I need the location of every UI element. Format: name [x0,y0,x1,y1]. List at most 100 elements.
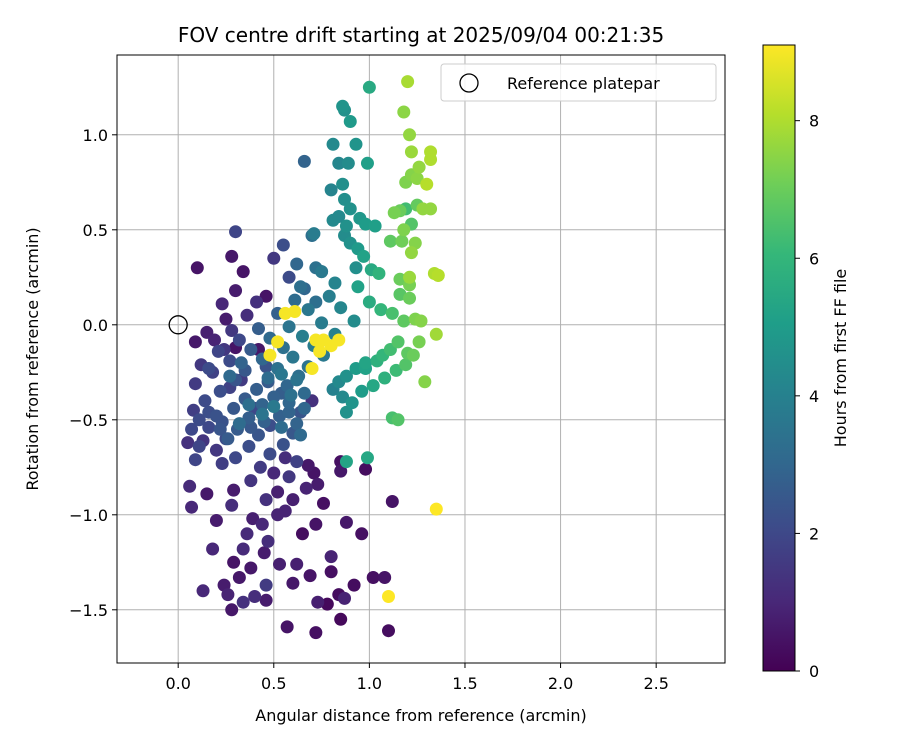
data-point [282,405,296,419]
colorbar-tick-label: 4 [809,387,819,406]
y-tick-label: 0.5 [83,221,108,240]
data-point [326,137,340,151]
data-point [282,470,296,484]
data-point [250,295,264,309]
data-point [410,172,424,185]
data-point [338,591,352,605]
data-point [236,595,250,609]
data-point [347,314,361,328]
data-point [234,356,248,370]
data-point [332,333,346,347]
data-point [387,206,401,220]
data-point [347,578,361,592]
data-point [414,314,428,328]
data-point [313,344,327,358]
data-point [229,284,243,298]
data-point [271,485,285,499]
data-point [389,363,403,377]
data-point [295,329,309,343]
y-axis-ticks: −1.5 −1.0 −0.5 0.0 0.5 1.0 [69,126,117,620]
data-point [282,320,296,334]
data-point [242,398,256,412]
x-tick-label: 2.5 [643,674,668,693]
y-tick-label: −1.5 [69,601,108,620]
data-point [311,595,325,609]
data-point [196,584,210,598]
data-point [271,335,285,349]
data-point [309,517,323,531]
data-point [397,223,411,237]
data-point [248,590,262,603]
data-point [343,115,357,128]
data-point [359,462,373,476]
data-point [385,306,399,320]
data-point [240,527,254,541]
data-point [259,578,273,592]
data-point [236,265,250,279]
x-axis-ticks: 0.0 0.5 1.0 1.5 2.0 2.5 [165,663,669,693]
data-point [360,451,374,465]
data-point [315,265,329,279]
data-point [229,451,243,465]
data-point [403,128,417,142]
legend-entry-reference: Reference platepar [507,74,660,93]
data-point [183,479,197,493]
data-point [181,436,195,450]
data-point [378,371,392,385]
data-point [429,327,443,341]
data-point [322,289,336,303]
data-point [294,428,308,442]
data-point [240,308,254,322]
data-point [267,390,281,404]
data-point [297,386,311,400]
data-point [311,477,325,491]
data-point [223,369,237,383]
data-point [198,394,212,408]
colorbar-tick-label: 2 [809,524,819,543]
data-point [209,443,223,457]
data-point [332,156,346,170]
data-point [267,466,281,480]
data-point [391,335,405,349]
data-point [290,373,304,387]
data-point [366,571,380,584]
data-point [232,333,246,347]
data-point [381,624,395,638]
data-point [290,417,304,431]
data-point [185,422,199,436]
data-point [339,219,353,233]
colorbar-ticks: 0 2 4 6 8 [795,112,819,681]
data-point [336,177,350,191]
data-point [209,409,223,423]
grid [117,55,725,663]
data-point [359,356,373,370]
data-point [349,261,363,275]
data-point [295,527,309,541]
data-point [190,261,204,275]
data-point [255,398,269,412]
y-tick-label: −1.0 [69,506,108,525]
data-point [267,251,281,265]
data-point [227,401,241,415]
data-point [404,145,418,159]
data-point [225,324,239,337]
data-point [208,333,222,347]
data-point [202,420,216,434]
data-point [307,227,321,241]
data-point [372,267,386,280]
data-point [332,210,346,223]
data-point [232,417,246,431]
data-point [286,350,300,364]
data-point [383,234,397,248]
data-point [404,246,418,260]
data-point [297,401,311,415]
colorbar-tick-label: 8 [809,112,819,131]
data-point [343,202,357,216]
data-point [246,512,260,526]
data-point [324,183,338,197]
data-point [420,177,434,191]
legend: Reference platepar [440,63,717,102]
data-point [412,335,426,349]
